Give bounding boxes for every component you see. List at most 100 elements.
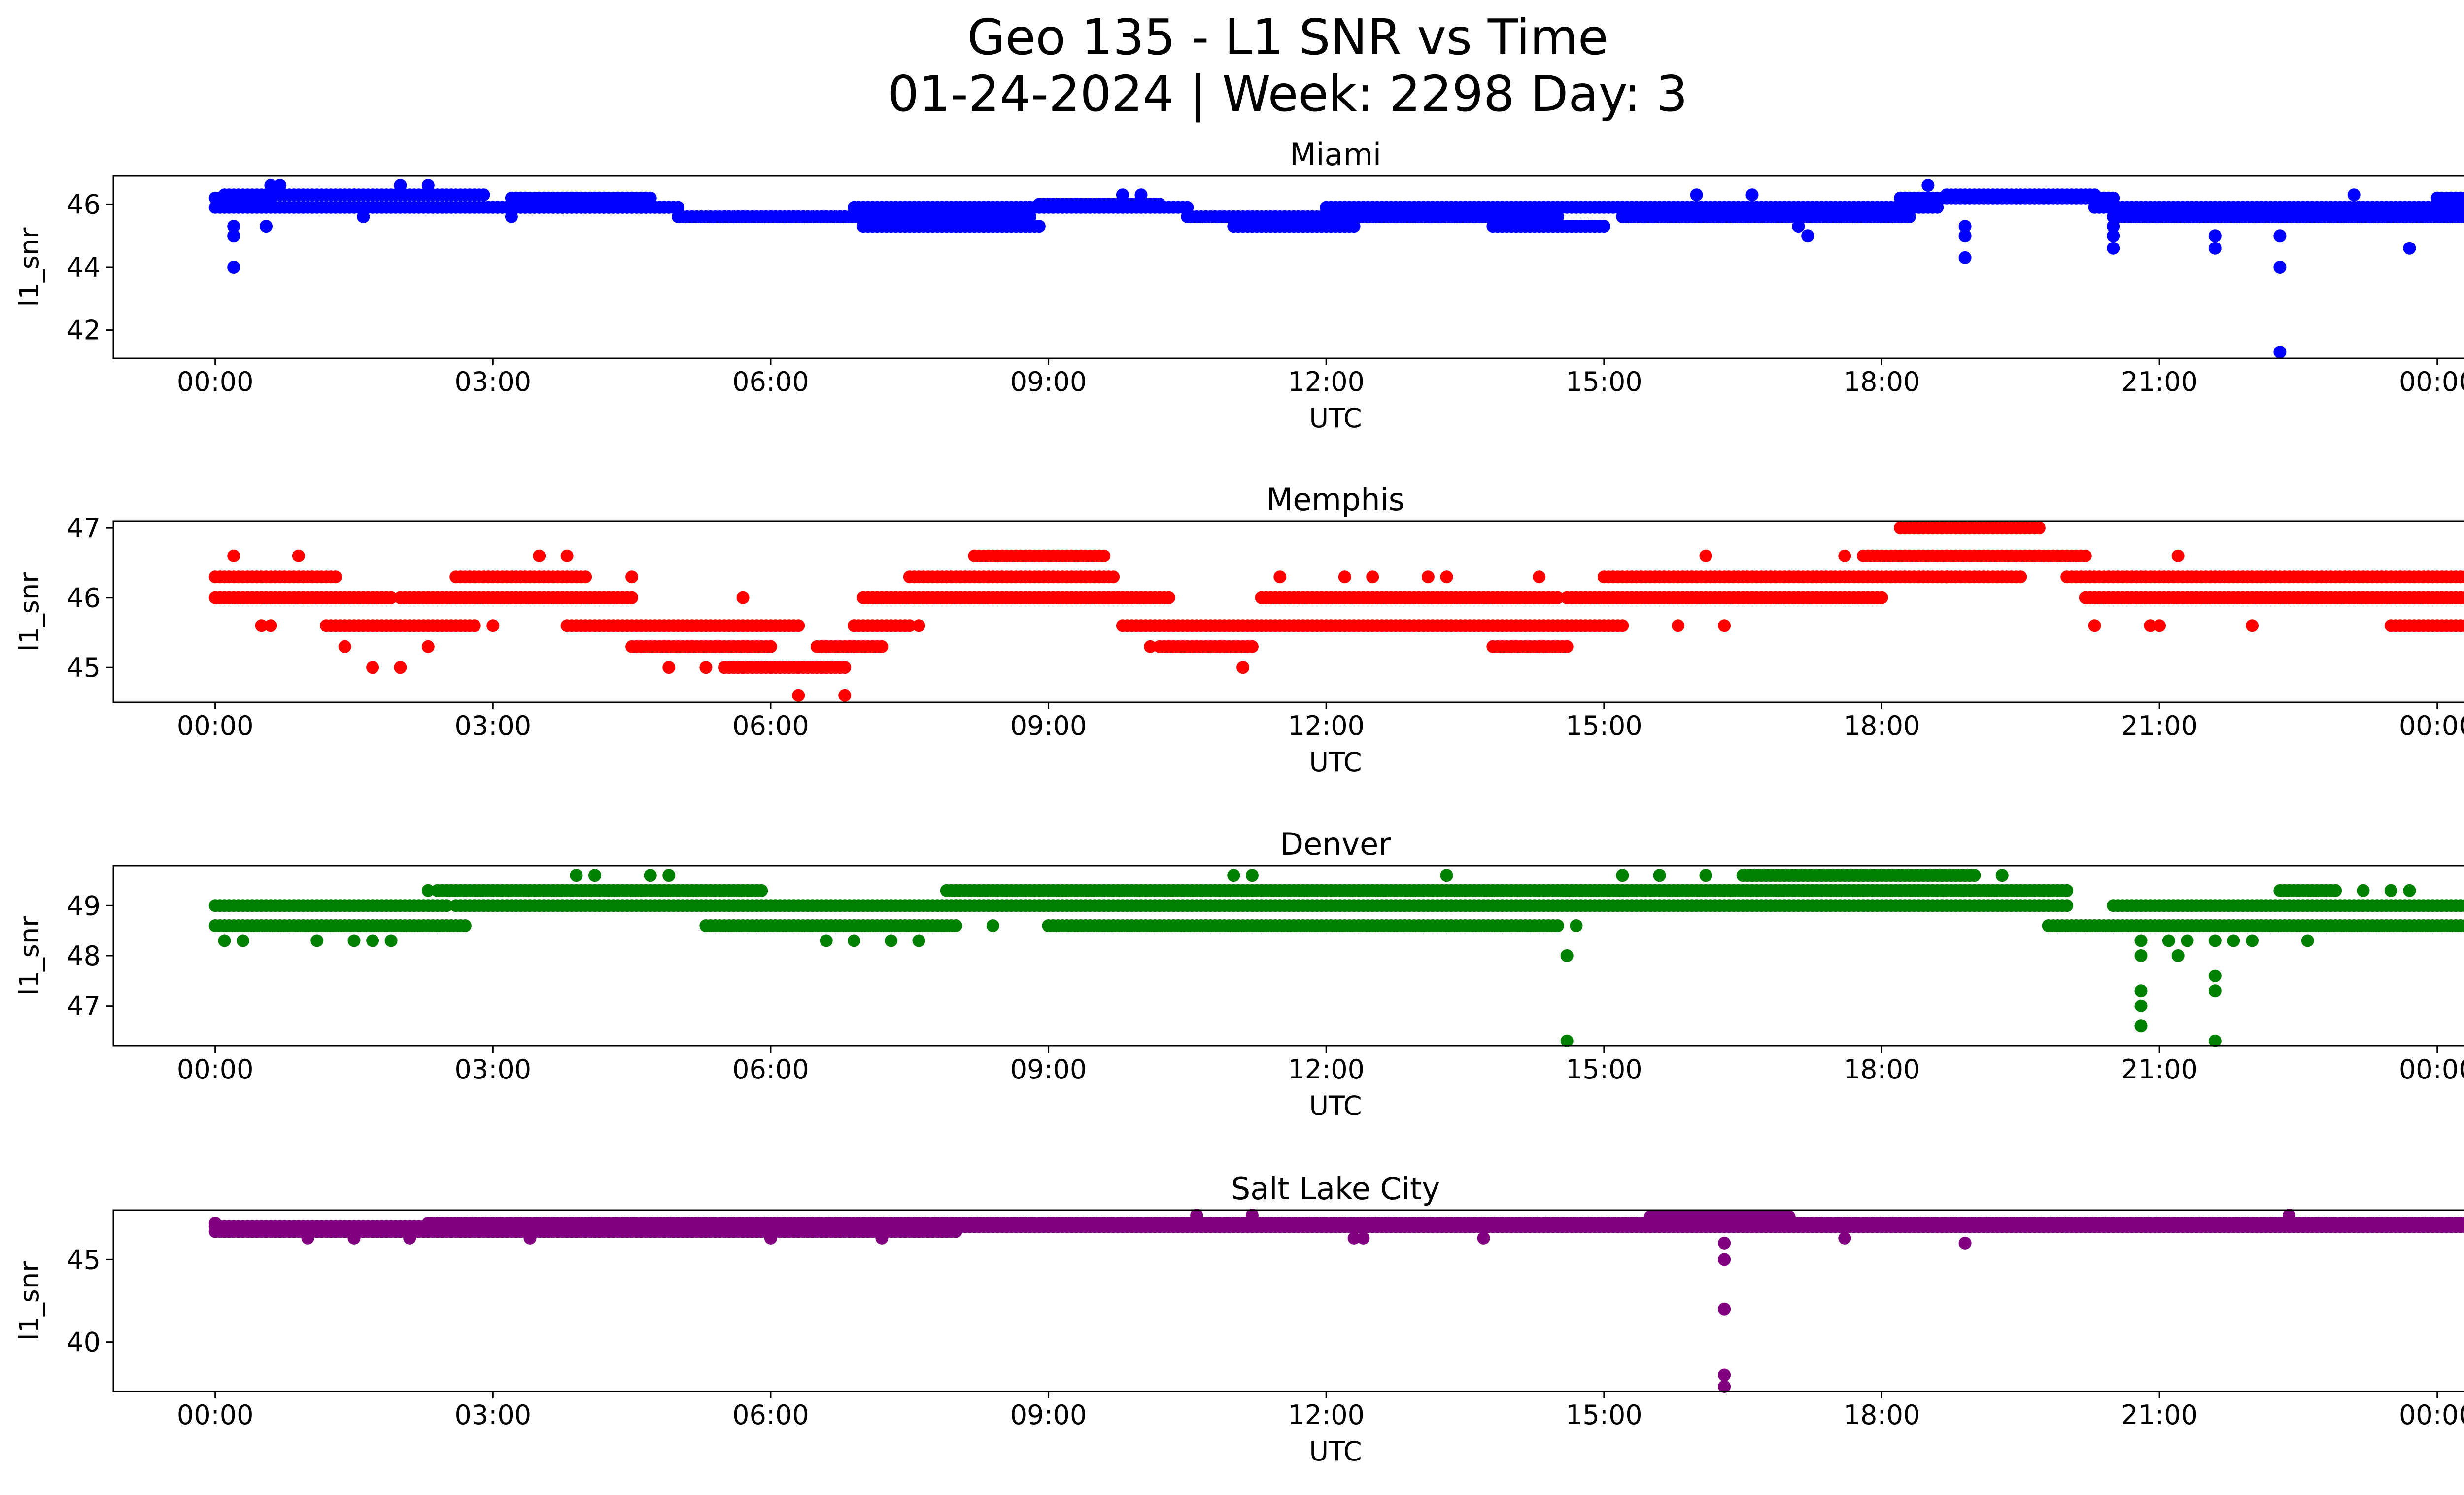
data-point (949, 1225, 962, 1238)
data-point (2329, 884, 2342, 897)
data-point (1801, 229, 1814, 243)
scatter-series (208, 869, 2464, 1047)
x-tick-label: 03:00 (454, 1054, 531, 1085)
x-tick-label: 12:00 (1288, 710, 1365, 741)
panel-title: Miami (1290, 137, 1381, 173)
data-point (1171, 919, 1185, 932)
data-point (394, 661, 407, 674)
data-point (2060, 899, 2074, 912)
x-tick-label: 12:00 (1288, 1054, 1365, 1085)
axes-frame (112, 1209, 2464, 1392)
data-point (2144, 619, 2157, 632)
data-point (338, 640, 351, 653)
data-point (2208, 984, 2222, 998)
data-point (588, 869, 601, 882)
y-tick-label: 48 (67, 940, 101, 972)
x-tick-label: 18:00 (1844, 710, 1920, 741)
data-point (1866, 549, 1879, 562)
data-point (848, 934, 860, 947)
data-point (274, 179, 287, 192)
x-tick-label: 18:00 (1844, 1399, 1920, 1430)
data-point (1616, 869, 1629, 882)
data-point (644, 869, 657, 882)
x-tick-label: 00:00 (177, 710, 254, 741)
data-point (1875, 591, 1888, 604)
data-point (1245, 1209, 1259, 1221)
data-point (820, 934, 833, 947)
x-tick-label: 15:00 (1566, 1054, 1643, 1085)
data-point (2283, 1209, 2296, 1221)
x-tick-label: 09:00 (1010, 366, 1087, 397)
data-point (2459, 570, 2464, 584)
data-point (264, 619, 277, 632)
data-point (1995, 869, 2009, 882)
data-point (727, 661, 740, 674)
data-point (2208, 1034, 2222, 1047)
data-point (2246, 619, 2259, 632)
data-point (366, 661, 379, 674)
x-tick-label: 12:00 (1288, 366, 1365, 397)
data-point (1338, 570, 1351, 584)
data-point (662, 869, 676, 882)
data-point (1958, 229, 1972, 243)
data-point (1347, 220, 1361, 233)
data-point (366, 934, 379, 947)
x-axis-label: UTC (1309, 1436, 1362, 1467)
data-point (2208, 969, 2222, 982)
data-point (986, 919, 999, 932)
data-point (2171, 549, 2185, 562)
x-tick-label: 00:00 (177, 1399, 254, 1430)
data-point (1672, 619, 1685, 632)
data-point (570, 869, 583, 882)
data-point (421, 179, 435, 192)
data-point (1357, 919, 1370, 932)
x-tick-label: 03:00 (454, 710, 531, 741)
data-point (792, 689, 805, 702)
data-point (1597, 220, 1610, 233)
x-tick-label: 21:00 (2121, 366, 2198, 397)
scatter-series (208, 522, 2464, 702)
data-point (486, 619, 500, 632)
data-point (1533, 570, 1546, 584)
data-point (477, 188, 490, 202)
data-point (875, 1231, 889, 1245)
data-point (260, 220, 273, 233)
data-point (2088, 619, 2101, 632)
data-point (1440, 570, 1453, 584)
data-point (2273, 261, 2287, 274)
data-point (227, 229, 240, 243)
x-tick-label: 00:00 (2399, 1399, 2464, 1430)
x-tick-label: 12:00 (1288, 1399, 1365, 1430)
data-point (1097, 549, 1111, 562)
data-point (1792, 220, 1805, 233)
data-point (440, 899, 453, 912)
data-point (1718, 1302, 1731, 1316)
data-point (2301, 934, 2314, 947)
data-point (1745, 188, 1759, 202)
y-axis-label: l1_snr (14, 227, 45, 307)
data-point (1690, 188, 1703, 202)
data-point (625, 570, 639, 584)
x-tick-label: 00:00 (2399, 1054, 2464, 1085)
data-point (2246, 934, 2259, 947)
data-point (1153, 198, 1166, 211)
x-tick-label: 15:00 (1566, 366, 1643, 397)
data-point (1477, 1231, 1490, 1245)
y-tick-label: 45 (67, 1244, 101, 1275)
data-point (1199, 919, 1212, 932)
data-point (2459, 591, 2464, 604)
data-point (1560, 949, 1574, 962)
data-point (2134, 999, 2148, 1012)
data-point (2384, 884, 2397, 897)
x-tick-label: 06:00 (732, 710, 809, 741)
data-point (2153, 619, 2166, 632)
data-point (875, 640, 889, 653)
data-point (764, 1231, 777, 1245)
data-point (903, 619, 916, 632)
data-point (1551, 919, 1564, 932)
data-point (1421, 570, 1435, 584)
x-tick-label: 06:00 (732, 366, 809, 397)
data-point (227, 261, 240, 274)
